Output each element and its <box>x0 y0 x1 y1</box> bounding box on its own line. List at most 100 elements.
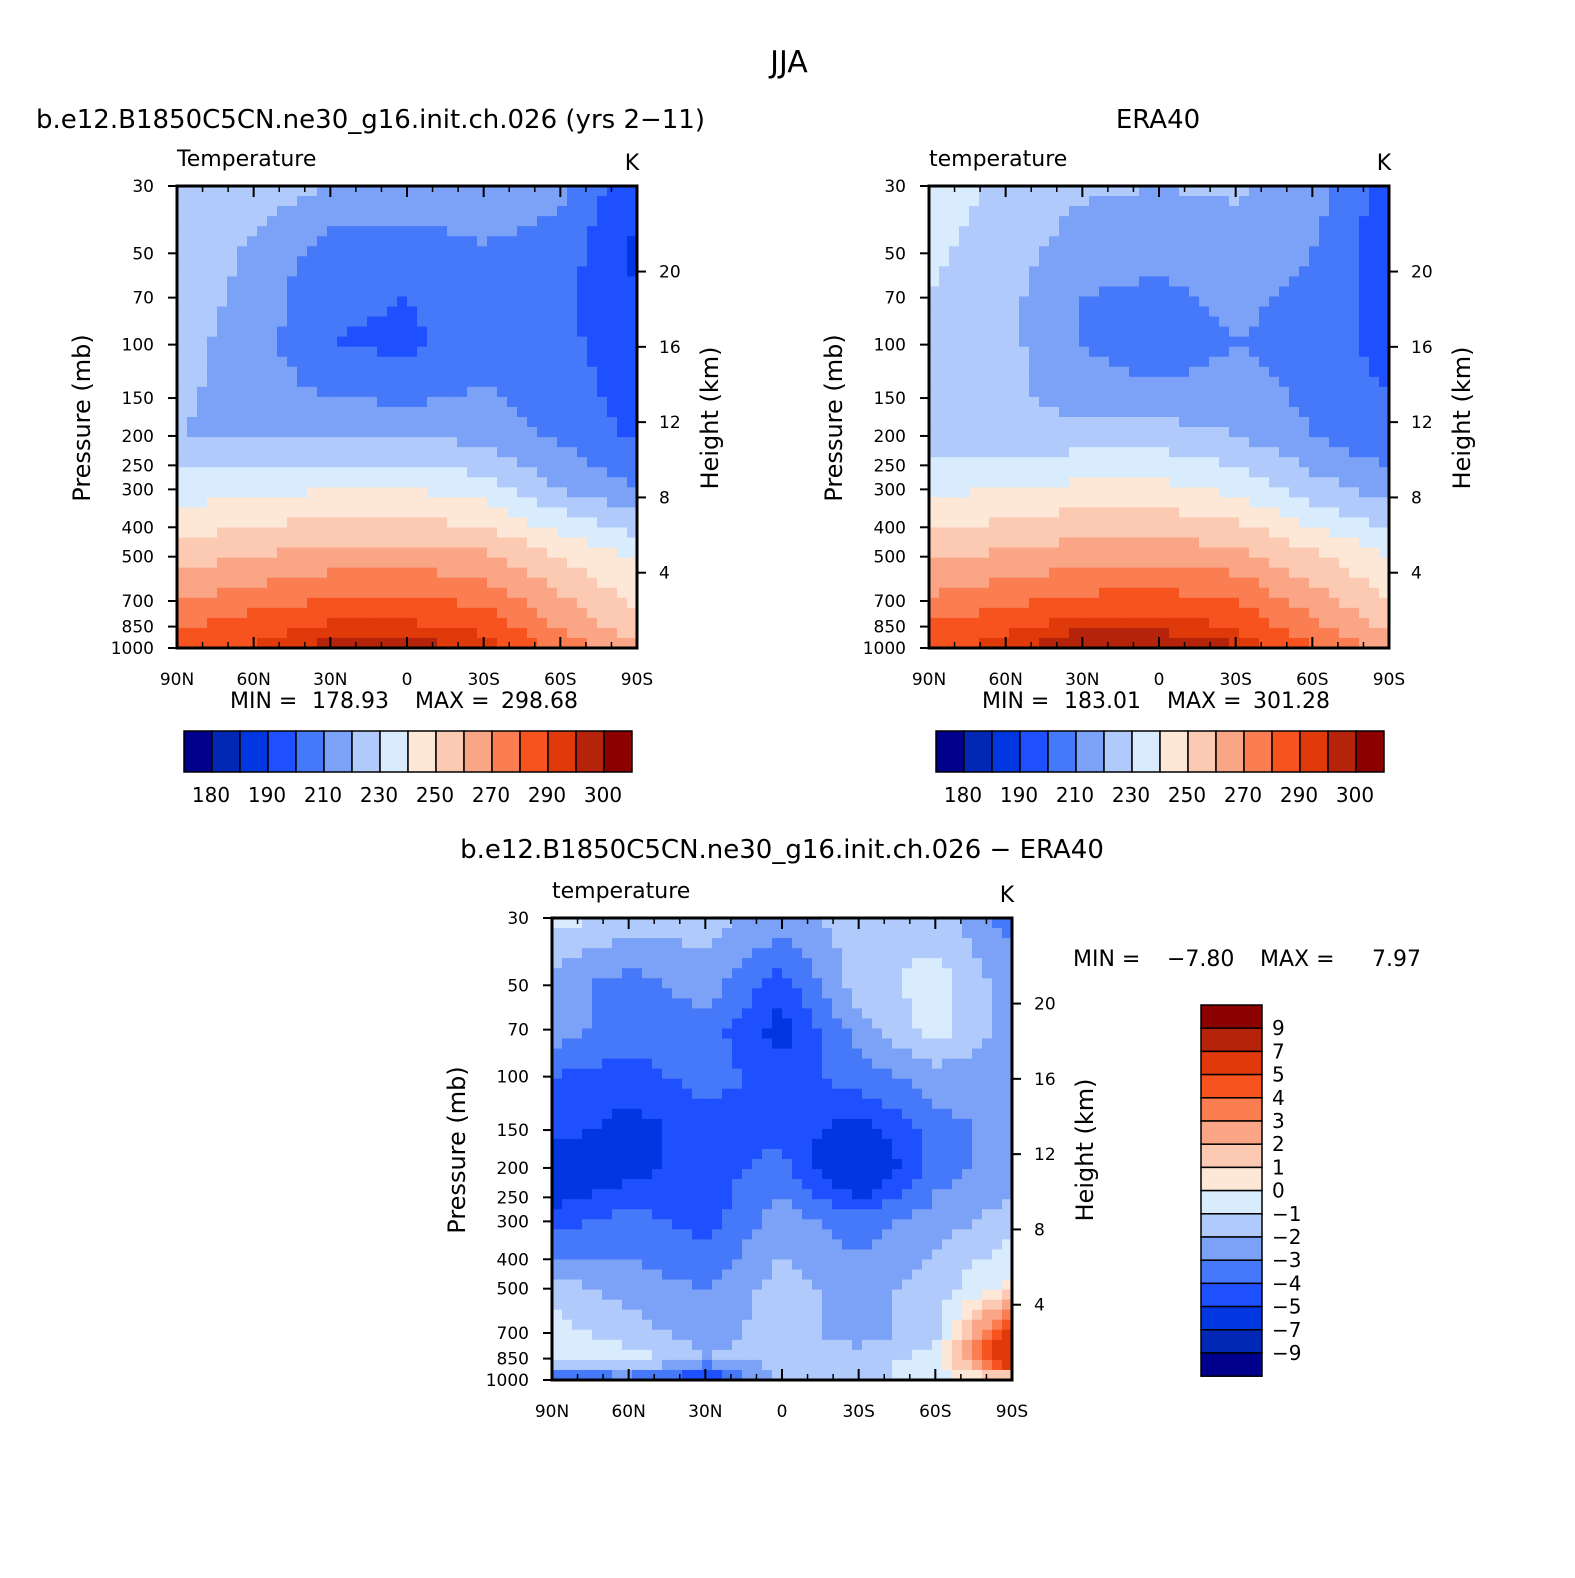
heatmap-cell <box>962 1018 973 1030</box>
heatmap-cell <box>417 487 428 498</box>
heatmap-cell <box>347 427 358 438</box>
heatmap-cell <box>1359 627 1370 639</box>
heatmap-cell <box>1239 427 1250 438</box>
heatmap-cell <box>227 617 238 629</box>
heatmap-cell <box>207 326 218 338</box>
heatmap-cell <box>1059 186 1070 197</box>
heatmap-cell <box>939 226 950 237</box>
heatmap-cell <box>1279 457 1290 468</box>
heatmap-cell <box>407 487 418 498</box>
heatmap-cell <box>617 497 628 508</box>
heatmap-cell <box>1299 266 1310 277</box>
heatmap-cell <box>467 366 478 378</box>
heatmap-cell <box>487 427 498 438</box>
heatmap-cell <box>1199 316 1210 328</box>
panel-model-y-label: Pressure (mb) <box>68 334 96 501</box>
panel-diff-heatmap <box>552 918 1013 1381</box>
heatmap-cell <box>989 216 1000 227</box>
heatmap-cell <box>989 577 1000 589</box>
heatmap-cell <box>1039 477 1050 488</box>
heatmap-cell <box>617 437 628 448</box>
heatmap-cell <box>297 356 308 368</box>
heatmap-cell <box>929 417 940 428</box>
heatmap-cell <box>557 587 568 599</box>
heatmap-cell <box>557 386 568 398</box>
heatmap-cell <box>1019 296 1030 308</box>
heatmap-cell <box>932 938 943 949</box>
heatmap-cell <box>257 236 268 247</box>
heatmap-cell <box>1329 286 1340 298</box>
heatmap-cell <box>457 376 468 388</box>
heatmap-cell <box>1089 627 1100 639</box>
heatmap-cell <box>407 236 418 247</box>
heatmap-cell <box>852 918 863 929</box>
heatmap-cell <box>1329 356 1340 368</box>
heatmap-cell <box>1289 266 1300 277</box>
heatmap-cell <box>1089 577 1100 589</box>
heatmap-cell <box>387 356 398 368</box>
heatmap-cell <box>1269 406 1280 418</box>
heatmap-cell <box>1099 587 1110 599</box>
heatmap-cell <box>307 607 318 619</box>
heatmap-cell <box>397 336 408 348</box>
heatmap-cell <box>1019 216 1030 227</box>
heatmap-cell <box>929 557 940 569</box>
heatmap-cell <box>582 958 593 969</box>
heatmap-cell <box>1169 286 1180 298</box>
heatmap-cell <box>627 306 638 318</box>
heatmap-cell <box>1299 186 1310 197</box>
colorbar-label: 190 <box>248 783 286 807</box>
heatmap-cell <box>437 186 448 197</box>
heatmap-cell <box>257 627 268 639</box>
heatmap-cell <box>347 406 358 418</box>
heatmap-cell <box>467 196 478 207</box>
heatmap-cell <box>902 968 913 979</box>
heatmap-cell <box>1319 276 1330 288</box>
heatmap-cell <box>1002 948 1013 959</box>
heatmap-cell <box>397 567 408 579</box>
heatmap-cell <box>287 216 298 227</box>
heatmap-cell <box>1229 266 1240 277</box>
heatmap-cell <box>1079 236 1090 247</box>
heatmap-cell <box>1379 537 1390 549</box>
heatmap-cell <box>762 1008 773 1020</box>
heatmap-cell <box>487 507 498 519</box>
heatmap-cell <box>892 1018 903 1030</box>
heatmap-cell <box>1189 497 1200 508</box>
heatmap-cell <box>862 998 873 1009</box>
heatmap-cell <box>1129 617 1140 629</box>
heatmap-cell <box>307 366 318 378</box>
heatmap-cell <box>999 507 1010 519</box>
heatmap-cell <box>1079 326 1090 338</box>
heatmap-cell <box>547 266 558 277</box>
heatmap-cell <box>1209 286 1220 298</box>
heatmap-cell <box>517 186 528 197</box>
heatmap-cell <box>547 276 558 288</box>
heatmap-cell <box>1159 226 1170 237</box>
heatmap-cell <box>969 437 980 448</box>
heatmap-cell <box>467 246 478 257</box>
heatmap-cell <box>197 597 208 609</box>
heatmap-cell <box>1299 256 1310 267</box>
heatmap-cell <box>1069 396 1080 408</box>
heatmap-cell <box>1249 316 1260 328</box>
heatmap-cell <box>617 356 628 368</box>
heatmap-cell <box>557 286 568 298</box>
heatmap-cell <box>822 958 833 969</box>
heatmap-cell <box>1339 537 1350 549</box>
heatmap-cell <box>387 607 398 619</box>
heatmap-cell <box>607 206 618 217</box>
heatmap-cell <box>257 527 268 539</box>
heatmap-cell <box>437 396 448 408</box>
heatmap-cell <box>962 918 973 929</box>
heatmap-cell <box>567 577 578 589</box>
heatmap-cell <box>627 366 638 378</box>
heatmap-cell <box>537 326 548 338</box>
heatmap-cell <box>557 447 568 458</box>
heatmap-cell <box>357 336 368 348</box>
heatmap-cell <box>517 617 528 629</box>
heatmap-cell <box>537 427 548 438</box>
heatmap-cell <box>969 597 980 609</box>
heatmap-cell <box>437 326 448 338</box>
heatmap-cell <box>197 266 208 277</box>
